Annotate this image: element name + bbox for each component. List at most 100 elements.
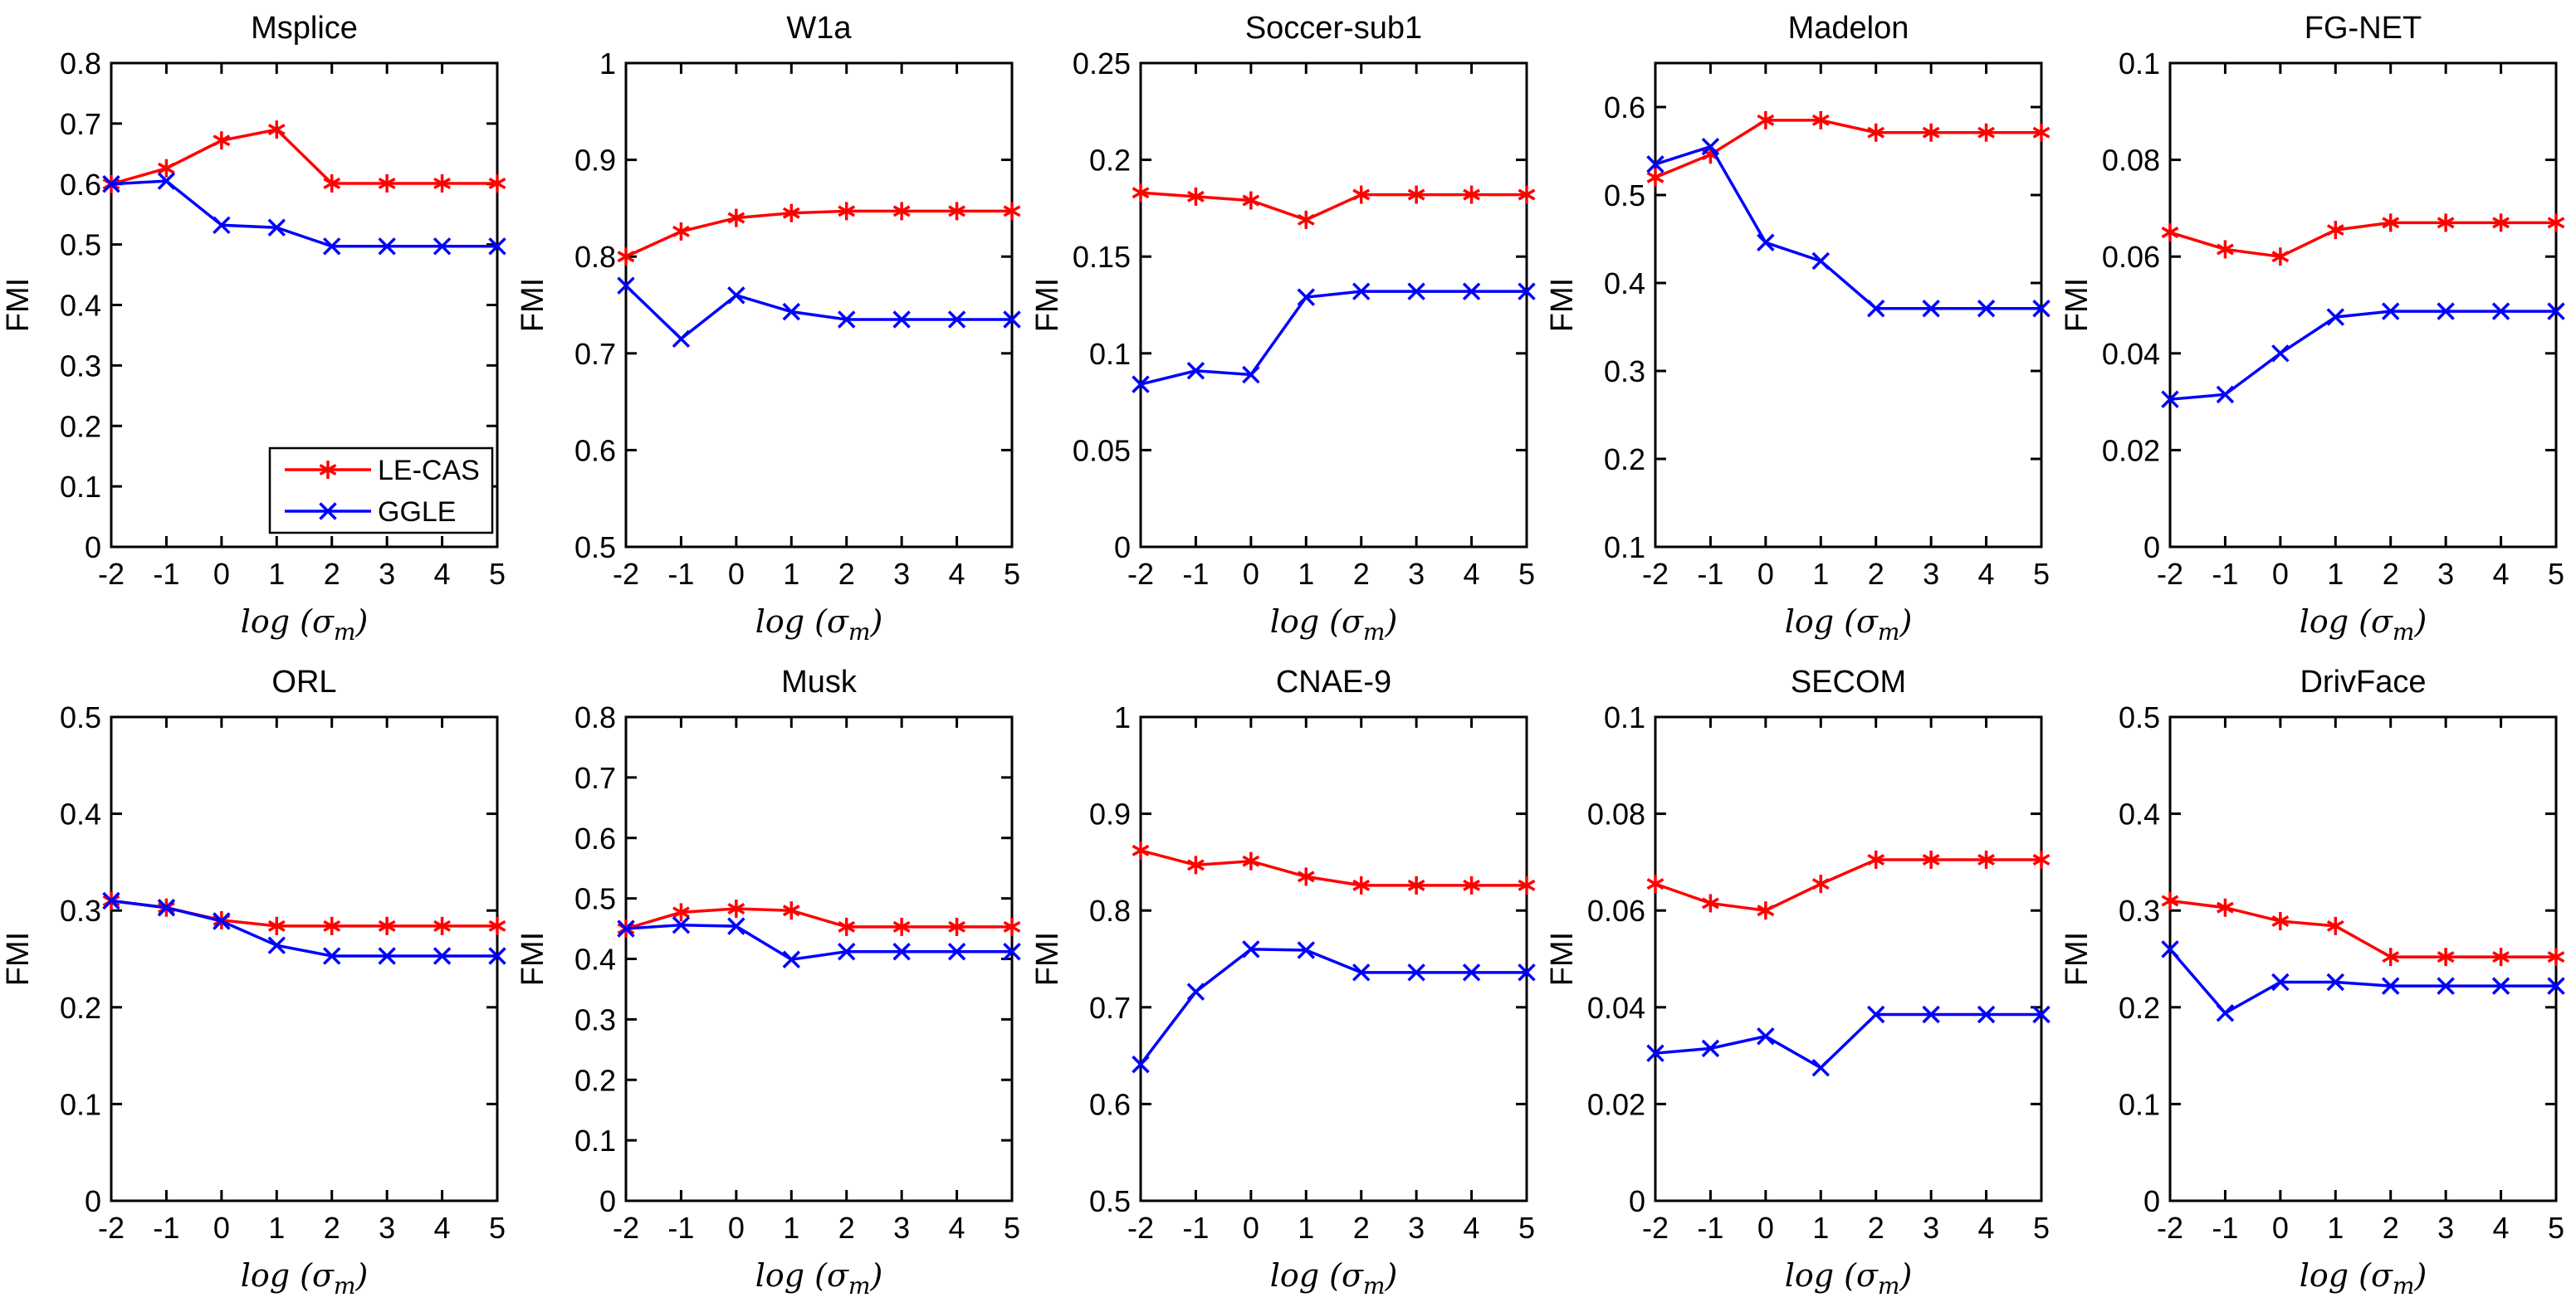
asterisk-marker (2437, 951, 2455, 963)
x-axis-label: log (σm) (241, 603, 369, 646)
y-tick-label: 0.7 (574, 337, 616, 371)
x-marker (433, 947, 452, 965)
x-tick-label: 1 (1298, 557, 1314, 591)
y-tick-label: 0.3 (60, 349, 101, 383)
asterisk-marker (1702, 897, 1719, 910)
series-le-cas (2161, 891, 2565, 967)
y-tick-label: 0.04 (2102, 337, 2160, 371)
x-tick-label: -2 (1642, 557, 1669, 591)
asterisk-marker (782, 207, 800, 219)
series-line-ggle (110, 899, 497, 958)
x-marker (2437, 302, 2455, 320)
asterisk-marker (158, 162, 175, 174)
y-tick-label: 0.3 (574, 1002, 616, 1036)
asterisk-marker (2032, 853, 2051, 866)
x-marker (1866, 1005, 1885, 1024)
chart-drivface: DrivFace -2 -1 0 1 2 3 4 5 0 0.1 0.2 0.3 0.4 0.5 FMI log… (2059, 654, 2574, 1308)
series-le-cas (1646, 110, 2051, 187)
chart-musk: Musk -2 -1 0 1 2 3 4 5 0 0.1 0.2 0.3 0.4 0.5 0.6 0.7 0.8 F… (515, 654, 1029, 1308)
asterisk-marker (2326, 224, 2344, 237)
y-tick-label: 0.05 (1073, 433, 1131, 467)
x-marker (1811, 1058, 1831, 1077)
x-tick-label: -1 (153, 557, 179, 591)
asterisk-marker (2326, 919, 2344, 932)
x-tick-label: 0 (2272, 1211, 2289, 1245)
x-marker (2216, 1004, 2235, 1022)
x-marker (1186, 983, 1205, 1001)
series-le-cas (1132, 841, 1536, 895)
y-tick-label: 0.8 (574, 700, 616, 734)
x-tick-label: -1 (1697, 557, 1723, 591)
asterisk-marker (1407, 188, 1425, 201)
y-tick-label: 0 (85, 530, 101, 564)
asterisk-marker (1297, 871, 1315, 883)
asterisk-marker (267, 124, 286, 136)
x-tick-label: -2 (2157, 557, 2183, 591)
x-marker (102, 175, 120, 193)
y-tick-label: 0 (85, 1184, 101, 1218)
series-le-cas (617, 900, 1021, 939)
x-tick-label: 3 (893, 1211, 910, 1245)
y-tick-label: 0.5 (1604, 178, 1645, 212)
x-marker (1922, 300, 1940, 318)
x-tick-label: 4 (1978, 1211, 1995, 1245)
x-marker (1186, 362, 1205, 380)
chart-svg-cnae-9: CNAE-9 -2 -1 0 1 2 3 4 5 0.5 0.6 0.7 0.8 0.9 1 FMI log (… (1030, 665, 1536, 1300)
series-line-le-cas (1140, 849, 1527, 887)
x-marker (1701, 1039, 1720, 1058)
chart-title: DrivFace (2300, 665, 2426, 700)
y-tick-label: 1 (599, 46, 616, 80)
x-tick-label: 3 (2437, 1211, 2454, 1245)
asterisk-marker (1463, 188, 1480, 201)
series-line-le-cas (625, 209, 1012, 258)
chart-svg-w1a: W1a -2 -1 0 1 2 3 4 5 0.5 0.6 0.7 0.8 0.9 1 FMI log (σm) (516, 11, 1021, 646)
series-line-le-cas (2169, 221, 2556, 259)
x-axis-label: log (σm) (1270, 603, 1398, 646)
y-tick-label: 0.3 (60, 894, 101, 928)
y-tick-label: 0.6 (1604, 90, 1645, 124)
x-tick-label: 0 (728, 557, 745, 591)
y-tick-label: 0 (2143, 1184, 2160, 1218)
asterisk-marker (378, 178, 396, 190)
y-tick-label: 0.4 (60, 797, 101, 832)
chart-svg-soccer-sub1: Soccer-sub1 -2 -1 0 1 2 3 4 5 0 0.05 0.1 0.15 0.2 0.25… (1030, 11, 1536, 646)
asterisk-marker (323, 178, 341, 190)
series-line-le-cas (625, 907, 1012, 930)
y-tick-label: 0.2 (2119, 991, 2160, 1025)
x-marker (488, 237, 506, 256)
chart-secom: SECOM -2 -1 0 1 2 3 4 5 0 0.02 0.04 0.06 0.08 0.1 FMI lo… (1544, 654, 2059, 1308)
asterisk-marker (948, 205, 965, 217)
x-tick-label: 3 (379, 557, 395, 591)
y-tick-label: 0.02 (2102, 433, 2160, 467)
x-tick-label: 4 (2493, 557, 2510, 591)
y-tick-label: 0 (1114, 530, 1131, 564)
series-line-ggle (2168, 948, 2556, 1016)
asterisk-marker (1003, 205, 1021, 217)
y-tick-label: 0.2 (60, 991, 101, 1025)
x-axis-label: log (σm) (2300, 1257, 2427, 1300)
x-tick-label: 5 (1518, 1211, 1535, 1245)
plot-box (1654, 61, 2043, 549)
x-marker (267, 218, 286, 237)
x-axis-label: log (σm) (1785, 1257, 1913, 1300)
y-tick-label: 0.1 (60, 470, 101, 504)
asterisk-marker (727, 902, 745, 915)
chart-svg-fg-net: FG-NET -2 -1 0 1 2 3 4 5 0 0.02 0.04 0.06 0.08 0.1 FMI l… (2060, 11, 2565, 646)
plot-box (1654, 715, 2043, 1202)
x-marker (1977, 1005, 1996, 1024)
y-tick-label: 0.4 (574, 943, 616, 977)
y-tick-label: 0.8 (574, 240, 616, 274)
x-tick-label: 5 (2033, 1211, 2050, 1245)
y-tick-label: 0.2 (1604, 442, 1645, 476)
x-tick-label: 5 (2548, 1211, 2564, 1245)
x-tick-label: 4 (434, 1211, 451, 1245)
x-marker (1462, 963, 1481, 982)
chart-cnae-9: CNAE-9 -2 -1 0 1 2 3 4 5 0.5 0.6 0.7 0.8 0.9 1 FMI log (… (1029, 654, 1544, 1308)
x-tick-label: 4 (2493, 1211, 2510, 1245)
x-marker (213, 912, 231, 930)
asterisk-marker (1132, 844, 1150, 856)
x-marker (892, 943, 911, 961)
chart-svg-orl: ORL -2 -1 0 1 2 3 4 5 0 0.1 0.2 0.3 0.4 0.5 FMI log (σm) (1, 665, 506, 1300)
asterisk-marker (2161, 895, 2179, 907)
